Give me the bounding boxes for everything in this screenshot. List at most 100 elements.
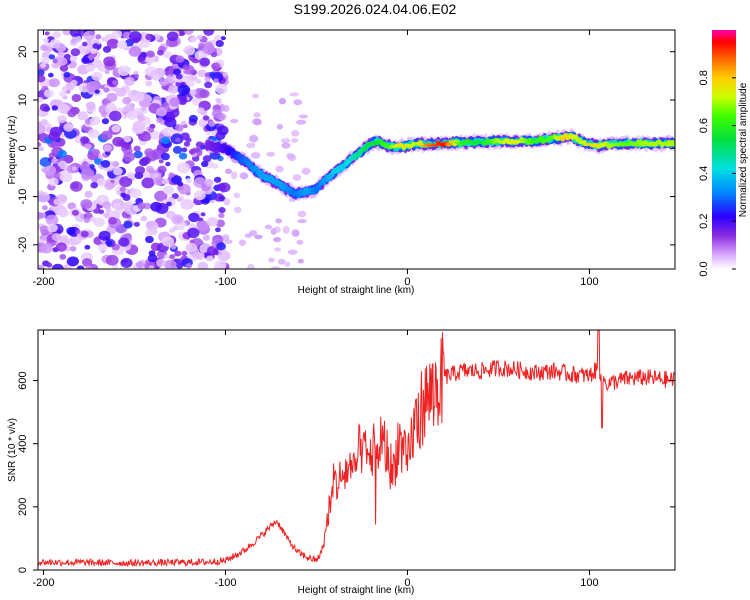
ridge-blob <box>670 140 675 144</box>
noise-blob <box>163 254 170 259</box>
noise-blob <box>176 197 182 202</box>
noise-blob <box>161 178 170 185</box>
noise-blob <box>77 43 91 55</box>
noise-blob <box>38 142 42 147</box>
noise-blob <box>134 166 146 175</box>
noise-blob <box>211 62 221 70</box>
noise-blob <box>181 147 188 153</box>
noise-blob <box>273 236 282 243</box>
noise-blob <box>170 244 177 250</box>
noise-blob <box>145 80 153 87</box>
noise-blob <box>44 31 50 36</box>
noise-blob <box>103 144 112 152</box>
noise-blob <box>106 92 118 102</box>
noise-blob <box>38 264 45 269</box>
noise-blob <box>90 48 98 55</box>
noise-blob <box>264 224 273 230</box>
ridge-blob <box>355 152 361 158</box>
ridge-blob <box>339 164 344 170</box>
noise-blob <box>115 87 127 97</box>
noise-blob <box>275 218 283 224</box>
noise-blob <box>224 239 233 244</box>
noise-blob <box>48 54 56 60</box>
noise-blob <box>112 167 123 176</box>
noise-blob <box>43 165 57 176</box>
noise-blob <box>287 249 298 255</box>
noise-blob <box>148 265 155 269</box>
noise-blob <box>101 118 110 125</box>
noise-blob <box>118 237 130 247</box>
noise-blob <box>206 216 219 227</box>
noise-blob <box>58 102 67 109</box>
noise-blob <box>57 115 67 123</box>
noise-blob <box>295 120 306 125</box>
noise-blob <box>196 34 203 40</box>
noise-blob <box>222 234 230 241</box>
noise-blob <box>38 97 44 103</box>
noise-blob <box>174 124 184 132</box>
noise-blob <box>282 226 290 234</box>
noise-blob <box>111 30 123 39</box>
noise-blob <box>290 130 300 137</box>
noise-blob <box>180 198 194 210</box>
noise-blob <box>133 150 143 159</box>
noise-blob <box>166 31 179 42</box>
noise-blob <box>161 236 175 247</box>
snr-frame <box>37 329 676 571</box>
noise-blob <box>155 203 169 215</box>
noise-blob <box>38 211 44 220</box>
noise-blob <box>126 172 135 179</box>
noise-blob <box>38 123 46 135</box>
noise-blob <box>122 97 132 105</box>
snr-ytick-label: 200 <box>17 498 29 516</box>
noise-blob <box>238 239 247 246</box>
noise-blob <box>79 162 92 172</box>
noise-blob <box>59 64 69 72</box>
ridge-blob <box>237 153 243 159</box>
noise-blob <box>188 212 200 223</box>
ridge-blob <box>634 143 639 147</box>
snr-xtick-label: -100 <box>214 577 236 589</box>
spectrogram-ytick-label: -20 <box>17 237 29 253</box>
noise-blob <box>38 191 51 203</box>
noise-blob <box>82 41 88 47</box>
noise-blob <box>152 74 160 81</box>
noise-blob <box>85 265 92 269</box>
noise-blob <box>141 177 155 189</box>
noise-blob <box>197 220 210 231</box>
noise-blob <box>57 149 67 158</box>
noise-blob <box>106 102 116 110</box>
noise-blob <box>93 158 102 165</box>
noise-blob <box>112 136 125 147</box>
noise-blob <box>153 176 165 186</box>
ridge-blob <box>653 144 659 147</box>
noise-blob <box>111 124 121 133</box>
noise-blob <box>185 263 193 269</box>
noise-blob <box>108 216 118 225</box>
noise-blob <box>141 156 151 165</box>
noise-blob <box>103 56 116 67</box>
colorbar-tick-label: 0.8 <box>698 70 710 85</box>
noise-blob <box>287 154 297 162</box>
noise-blob <box>104 69 110 75</box>
noise-blob <box>41 119 48 125</box>
noise-blob <box>119 186 126 192</box>
noise-blob <box>222 72 228 77</box>
spectrogram-xtick-label: -100 <box>214 276 236 288</box>
noise-blob <box>253 118 262 126</box>
noise-blob <box>183 30 194 35</box>
noise-blob <box>85 101 96 110</box>
noise-blob <box>202 234 211 241</box>
noise-blob <box>40 56 50 65</box>
noise-blob <box>51 232 62 241</box>
noise-blob <box>46 262 53 268</box>
noise-blob <box>220 36 226 41</box>
noise-blob <box>214 259 227 269</box>
noise-blob <box>204 178 214 187</box>
noise-blob <box>48 72 54 78</box>
noise-blob <box>98 209 105 215</box>
noise-blob <box>116 40 128 49</box>
noise-blob <box>233 192 241 199</box>
noise-blob <box>301 167 311 175</box>
